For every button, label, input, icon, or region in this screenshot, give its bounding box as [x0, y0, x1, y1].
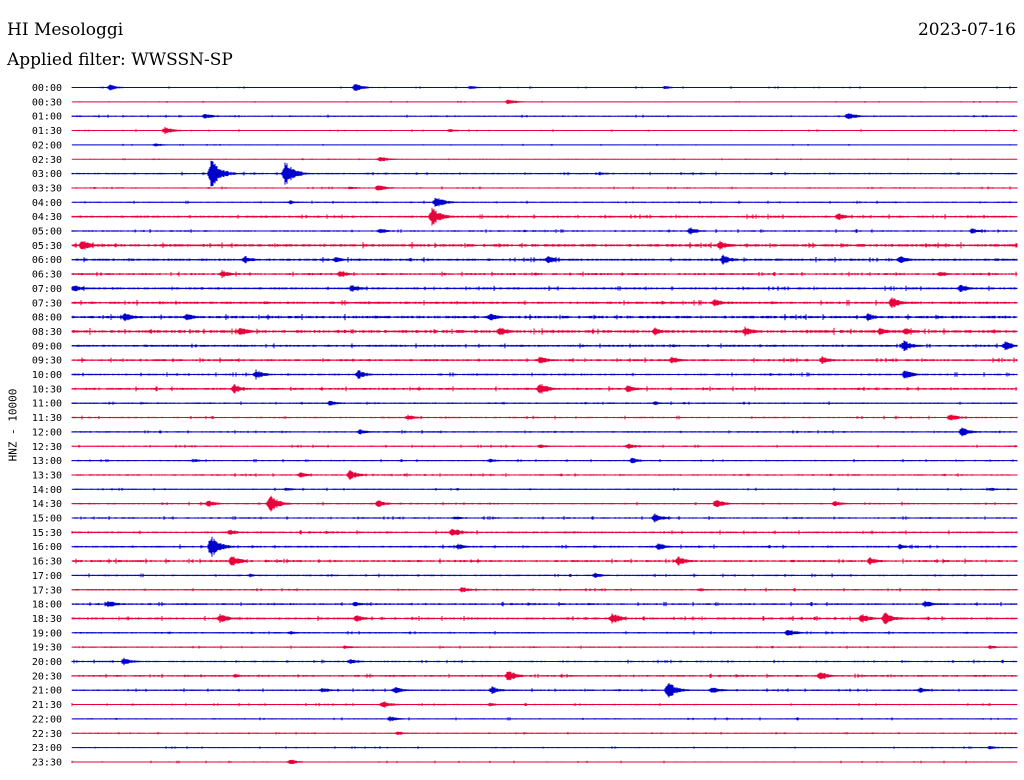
row-time-label: 11:30	[32, 413, 62, 424]
row-time-label: 10:30	[32, 384, 62, 395]
row-time-label: 10:00	[32, 370, 62, 381]
row-time-label: 09:30	[32, 356, 62, 367]
row-time-label: 05:30	[32, 241, 62, 252]
row-time-label: 14:30	[32, 499, 62, 510]
filter-label: Applied filter: WWSSN-SP	[7, 50, 233, 70]
row-time-label: 16:00	[32, 542, 62, 553]
row-time-label: 02:30	[32, 155, 62, 166]
row-time-label: 00:30	[32, 97, 62, 108]
row-time-label: 02:00	[32, 140, 62, 151]
row-time-label: 05:00	[32, 227, 62, 238]
row-time-label: 09:00	[32, 341, 62, 352]
row-time-label: 15:30	[32, 528, 62, 539]
row-time-label: 03:00	[32, 169, 62, 180]
row-time-label: 22:30	[32, 729, 62, 740]
row-time-label: 07:30	[32, 298, 62, 309]
row-time-label: 04:30	[32, 212, 62, 223]
row-time-label: 00:00	[32, 83, 62, 94]
row-time-label: 06:30	[32, 270, 62, 281]
row-time-label: 08:30	[32, 327, 62, 338]
row-time-label: 14:00	[32, 485, 62, 496]
row-time-label: 21:00	[32, 686, 62, 697]
row-time-label: 07:00	[32, 284, 62, 295]
row-time-label: 01:30	[32, 126, 62, 137]
row-time-label: 13:30	[32, 470, 62, 481]
row-time-label: 17:30	[32, 585, 62, 596]
row-time-label: 01:00	[32, 112, 62, 123]
row-time-label: 12:30	[32, 442, 62, 453]
row-time-label: 17:00	[32, 571, 62, 582]
row-time-label: 22:00	[32, 714, 62, 725]
row-time-label: 04:00	[32, 198, 62, 209]
date-label: 2023-07-16	[917, 20, 1016, 40]
row-time-label: 08:00	[32, 313, 62, 324]
row-time-label: 20:00	[32, 657, 62, 668]
row-time-label: 19:00	[32, 628, 62, 639]
row-time-label: 11:00	[32, 399, 62, 410]
row-time-label: 20:30	[32, 671, 62, 682]
row-time-label: 12:00	[32, 427, 62, 438]
row-time-label: 23:30	[32, 757, 62, 768]
row-time-label: 06:00	[32, 255, 62, 266]
row-time-label: 21:30	[32, 700, 62, 711]
station-title: HI Mesologgi	[7, 20, 124, 40]
row-time-label: 16:30	[32, 557, 62, 568]
row-time-label: 18:30	[32, 614, 62, 625]
row-time-label: 18:00	[32, 600, 62, 611]
row-time-label: 13:00	[32, 456, 62, 467]
row-time-label: 03:30	[32, 183, 62, 194]
row-time-label: 15:00	[32, 514, 62, 525]
row-time-label: 23:00	[32, 743, 62, 754]
row-time-label: 19:30	[32, 643, 62, 654]
